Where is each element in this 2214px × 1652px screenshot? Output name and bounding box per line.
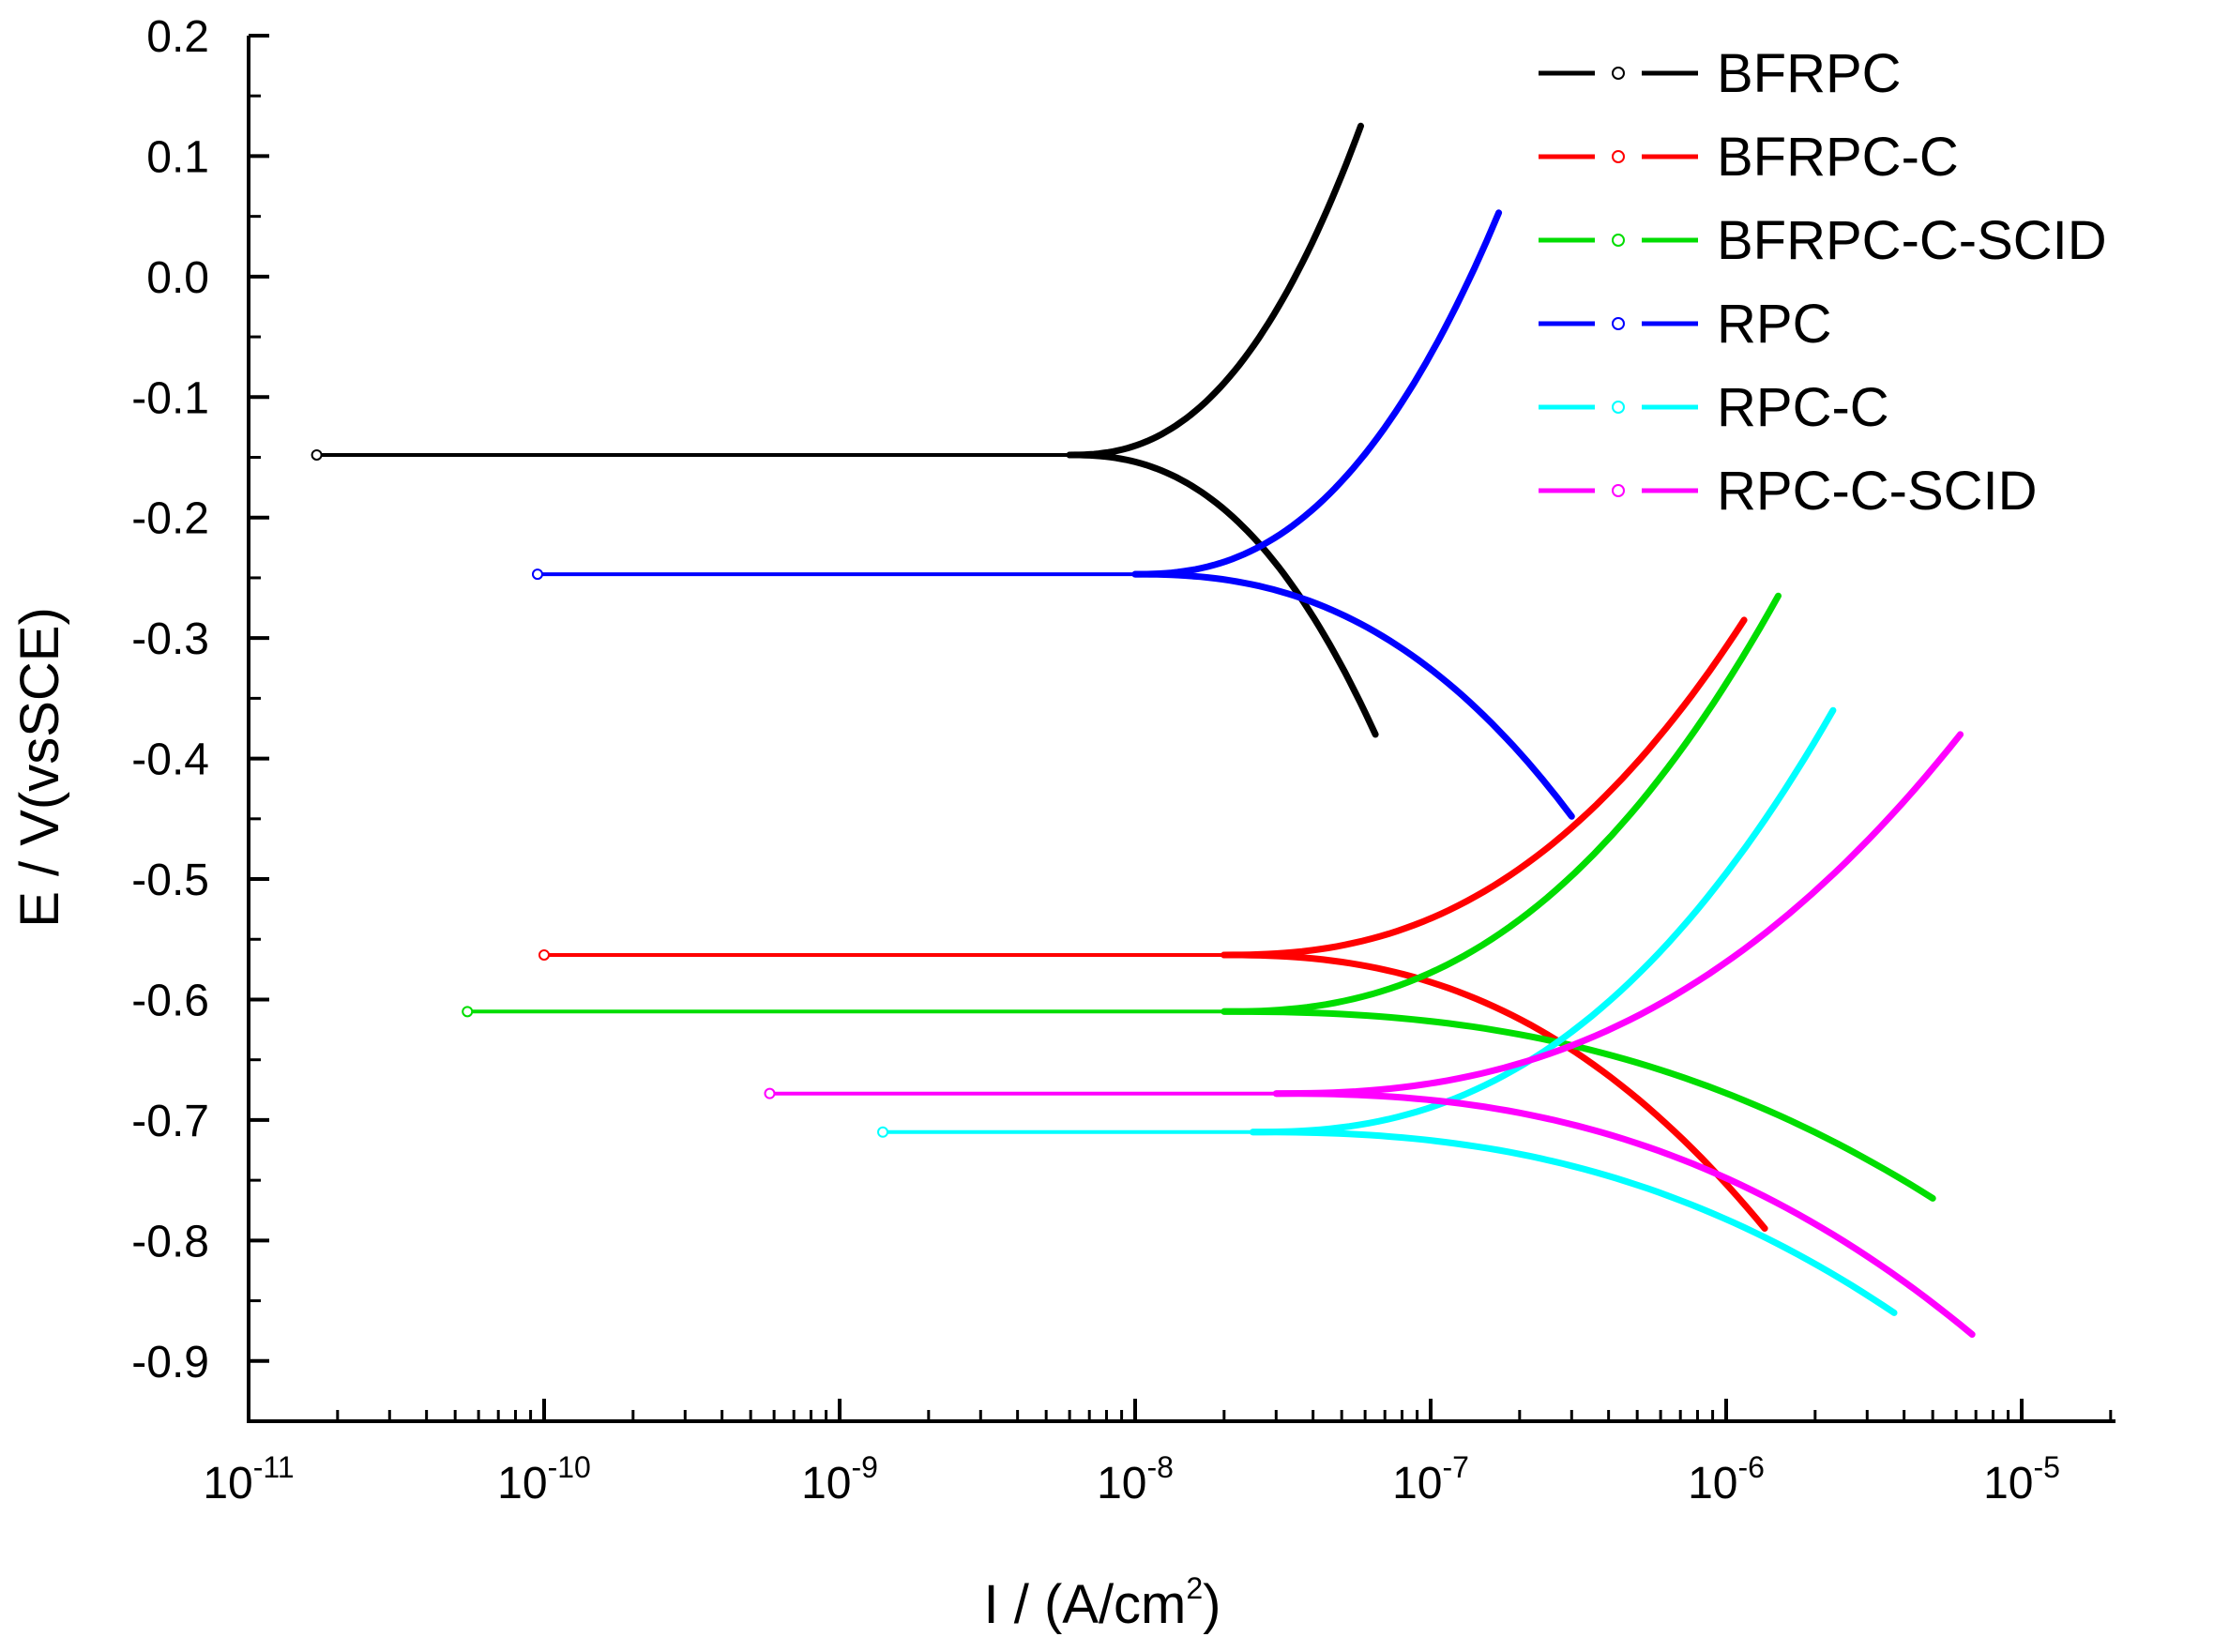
curve-start-marker <box>538 948 550 961</box>
y-axis-ticks: 0.2 0.1 0.0 -0.1 -0.2 -0.3 -0.4 -0.5 -0.6 -0.7 -0.… <box>131 12 269 1387</box>
y-tick-label: 0.1 <box>146 132 209 182</box>
legend-item-rpc-c: RPC-C <box>1539 377 1889 438</box>
curve-start-marker <box>311 448 323 461</box>
x-tick-label: 10-11 <box>203 1450 294 1508</box>
curve-cathodic-branch <box>1066 451 1379 738</box>
curve-start-marker <box>531 568 543 581</box>
y-tick-label: -0.1 <box>131 373 209 423</box>
axes-frame <box>247 36 2115 1423</box>
y-tick-label: -0.5 <box>131 856 209 905</box>
legend-label: BFRPC-C-SCID <box>1717 210 2107 271</box>
y-tick-label: -0.7 <box>131 1097 209 1146</box>
series-bfrpc <box>311 122 1379 738</box>
curve-cathodic-branch <box>1272 1090 1976 1338</box>
y-tick-label: -0.9 <box>131 1338 209 1387</box>
x-tick-label: 10-6 <box>1688 1450 1765 1508</box>
legend-marker <box>1612 234 1625 247</box>
y-tick-label: -0.6 <box>131 976 209 1025</box>
x-tick-label: 10-9 <box>801 1450 878 1508</box>
x-axis-title: I / (A/cm2) <box>983 1571 1221 1635</box>
legend-label: BFRPC <box>1717 43 1902 104</box>
curve-anodic-branch <box>1221 592 1782 1015</box>
legend-label: BFRPC-C <box>1717 127 1959 188</box>
curve-anodic-branch <box>1221 616 1748 959</box>
y-tick-label: 0.2 <box>146 12 209 62</box>
series-rpc-c <box>877 706 1898 1316</box>
legend-label: RPC <box>1717 294 1831 355</box>
legend-item-rpc-c-scid: RPC-C-SCID <box>1539 461 2038 522</box>
legend-marker <box>1612 150 1625 163</box>
y-tick-label: 0.0 <box>146 253 209 303</box>
legend-label: RPC-C <box>1717 377 1889 438</box>
x-axis-ticks: 10-11 10-10 10-9 10-8 10-7 10-6 10-5 <box>203 1399 2113 1508</box>
y-tick-label: -0.2 <box>131 494 209 544</box>
curve-cathodic-branch <box>1221 1008 1936 1202</box>
x-tick-label: 10-8 <box>1097 1450 1174 1508</box>
x-tick-label: 10-10 <box>497 1450 591 1508</box>
x-tick-label: 10-5 <box>1983 1450 2060 1508</box>
legend-marker <box>1612 317 1625 330</box>
y-axis-title: E / V(vsSCE) <box>9 607 70 928</box>
legend-marker <box>1612 484 1625 497</box>
curve-anodic-branch <box>1131 209 1503 578</box>
series-rpc <box>531 209 1575 820</box>
x-tick-label: 10-7 <box>1392 1450 1469 1508</box>
curve-start-marker <box>462 1006 474 1018</box>
legend-item-bfrpc-c-scid: BFRPC-C-SCID <box>1539 210 2107 271</box>
series-rpc-c-scid <box>764 731 1976 1338</box>
legend-marker <box>1612 67 1625 80</box>
legend-item-bfrpc-c: BFRPC-C <box>1539 127 1959 188</box>
curve-anodic-branch <box>1066 122 1364 459</box>
curve-cathodic-branch <box>1249 1129 1898 1316</box>
y-tick-label: -0.4 <box>131 735 209 785</box>
polarization-curves <box>311 122 1976 1338</box>
legend-marker <box>1612 401 1625 414</box>
curve-cathodic-branch <box>1221 951 1768 1232</box>
curve-start-marker <box>877 1126 889 1138</box>
y-tick-label: -0.3 <box>131 614 209 664</box>
legend-item-bfrpc: BFRPC <box>1539 43 1902 104</box>
curve-cathodic-branch <box>1131 570 1575 820</box>
curve-start-marker <box>764 1087 776 1099</box>
curve-anodic-branch <box>1249 706 1837 1136</box>
legend-label: RPC-C-SCID <box>1717 461 2038 522</box>
series-bfrpc-c <box>538 616 1768 1232</box>
y-tick-label: -0.8 <box>131 1217 209 1266</box>
legend: BFRPC BFRPC-C BFRPC-C-SCID RPC RPC-C RPC-C-SC… <box>1539 43 2107 522</box>
curve-anodic-branch <box>1272 731 1964 1098</box>
series-bfrpc-c-scid <box>462 592 1936 1202</box>
legend-item-rpc: RPC <box>1539 294 1831 355</box>
